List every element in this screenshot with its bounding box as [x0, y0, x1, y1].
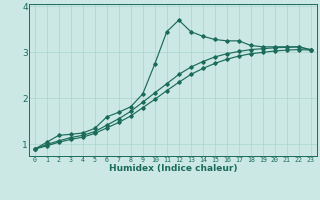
X-axis label: Humidex (Indice chaleur): Humidex (Indice chaleur) — [108, 164, 237, 173]
